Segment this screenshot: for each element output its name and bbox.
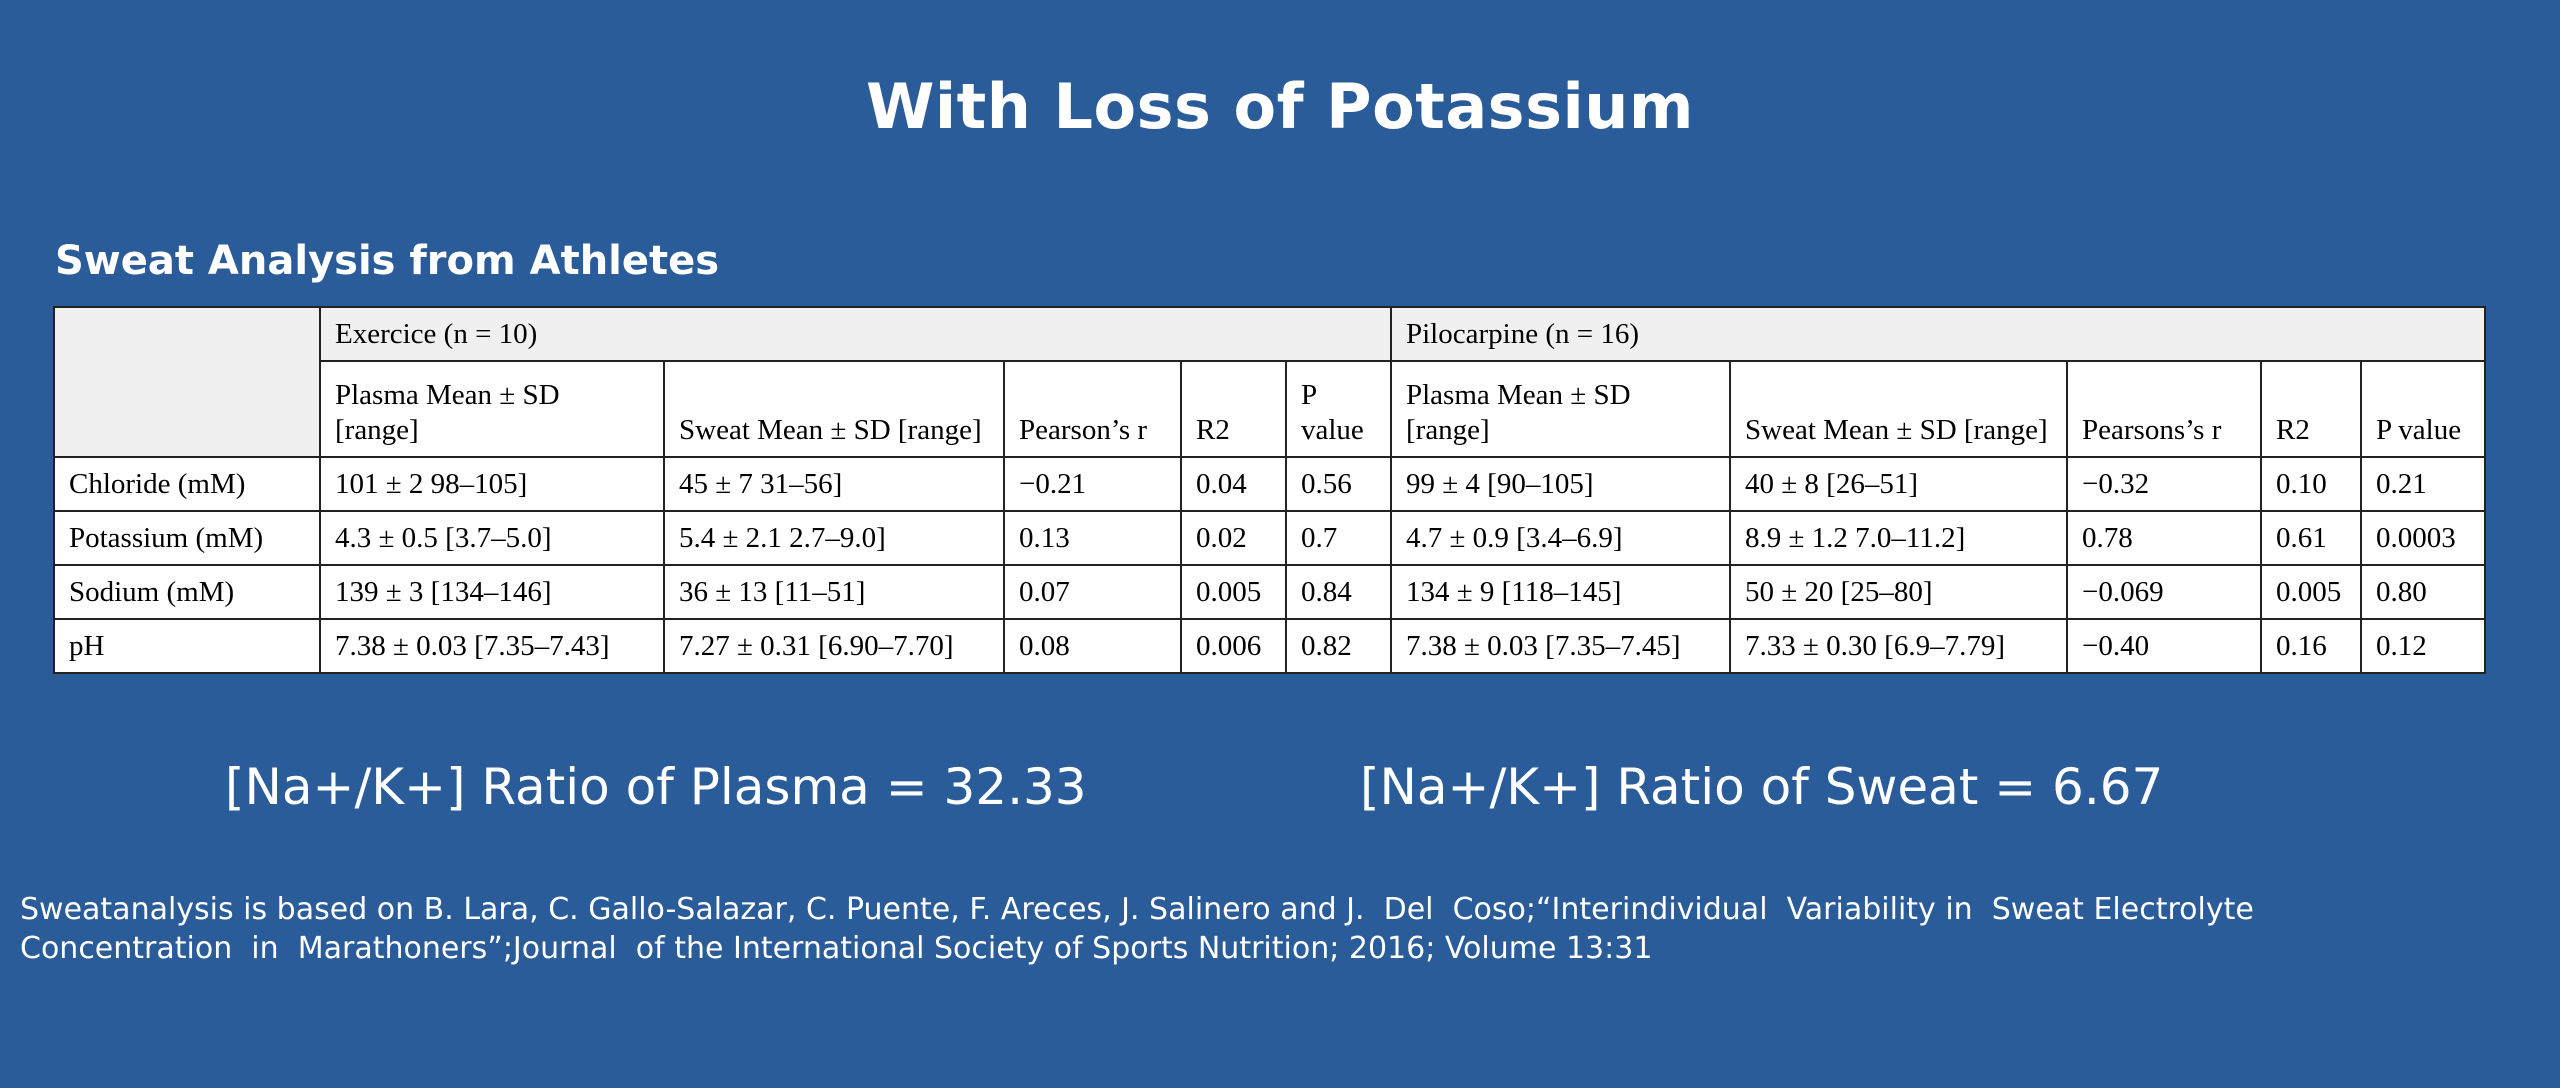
table-cell: 0.07 [1003,564,1182,620]
table-cell: 0.56 [1285,456,1392,512]
table-cell: 139 ± 3 [134–146] [319,564,665,620]
column-header: P value [2359,360,2487,458]
table-cell: 99 ± 4 [90–105] [1390,456,1731,512]
data-table: Exercice (n = 10) Pilocarpine (n = 16) P… [53,306,2487,674]
sweat-ratio-text: [Na+/K+] Ratio of Sweat = 6.67 [1360,758,2164,816]
row-label: Sodium (mM) [53,564,321,620]
table-cell: 101 ± 2 98–105] [319,456,665,512]
column-header: Pearson’s r [1003,360,1182,458]
citation-line-1: Sweatanalysis is based on B. Lara, C. Ga… [20,892,2254,927]
table-cell: 0.04 [1180,456,1287,512]
table-cell: 0.82 [1285,618,1392,674]
table-cell: −0.32 [2066,456,2262,512]
table-row: Potassium (mM) 4.3 ± 0.5 [3.7–5.0] 5.4 ±… [53,510,2487,566]
citation: Sweatanalysis is based on B. Lara, C. Ga… [20,890,2460,968]
table-row: pH 7.38 ± 0.03 [7.35–7.43] 7.27 ± 0.31 [… [53,618,2487,674]
table-cell: 0.16 [2260,618,2362,674]
table-cell: 0.78 [2066,510,2262,566]
table-cell: 7.38 ± 0.03 [7.35–7.43] [319,618,665,674]
table-cell: 7.38 ± 0.03 [7.35–7.45] [1390,618,1731,674]
table-cell: 4.7 ± 0.9 [3.4–6.9] [1390,510,1731,566]
table-cell: 0.21 [2359,456,2487,512]
table-cell: 7.27 ± 0.31 [6.90–7.70] [663,618,1005,674]
table-caption: Sweat Analysis from Athletes [55,238,720,284]
table-cell: −0.069 [2066,564,2262,620]
group-header-exercise: Exercice (n = 10) [319,306,1392,362]
table-column-header-row: Plasma Mean ± SD [range] Sweat Mean ± SD… [54,360,2487,458]
table-cell: 0.10 [2260,456,2362,512]
table-cell: −0.40 [2066,618,2262,674]
row-label: Chloride (mM) [53,456,321,512]
citation-line-2: Concentration in Marathoners”;Journal of… [20,931,1653,966]
row-label: Potassium (mM) [53,510,321,566]
table-cell: 45 ± 7 31–56] [663,456,1005,512]
column-header: Sweat Mean ± SD [range] [1729,360,2068,458]
table-group-header-row: Exercice (n = 10) Pilocarpine (n = 16) [53,306,2487,458]
table-cell: 0.7 [1285,510,1392,566]
column-header: Plasma Mean ± SD [range] [319,360,665,458]
table-cell: 40 ± 8 [26–51] [1729,456,2068,512]
sweat-analysis-table: Exercice (n = 10) Pilocarpine (n = 16) P… [53,306,2487,674]
column-header: P value [1285,360,1392,458]
table-cell: 4.3 ± 0.5 [3.7–5.0] [319,510,665,566]
column-header: Sweat Mean ± SD [range] [663,360,1005,458]
table-cell: 0.80 [2359,564,2487,620]
plasma-ratio-text: [Na+/K+] Ratio of Plasma = 32.33 [225,758,1087,816]
column-header: R2 [1180,360,1287,458]
table-cell: 50 ± 20 [25–80] [1729,564,2068,620]
table-cell: 36 ± 13 [11–51] [663,564,1005,620]
column-header: R2 [2260,360,2362,458]
column-header: Pearsons’s r [2066,360,2262,458]
group-header-pilocarpine: Pilocarpine (n = 16) [1389,306,2487,362]
table-cell: −0.21 [1003,456,1182,512]
table-cell: 0.61 [2260,510,2362,566]
table-cell: 134 ± 9 [118–145] [1390,564,1731,620]
table-cell: 0.84 [1285,564,1392,620]
table-row: Sodium (mM) 139 ± 3 [134–146] 36 ± 13 [1… [53,564,2487,620]
table-cell: 0.12 [2359,618,2487,674]
table-cell: 0.08 [1003,618,1182,674]
table-cell: 0.006 [1180,618,1287,674]
table-cell: 0.005 [2260,564,2362,620]
table-cell: 8.9 ± 1.2 7.0–11.2] [1729,510,2068,566]
table-cell: 7.33 ± 0.30 [6.9–7.79] [1729,618,2068,674]
slide-title: With Loss of Potassium [866,70,1694,143]
table-corner-cell [53,306,321,458]
table-row: Chloride (mM) 101 ± 2 98–105] 45 ± 7 31–… [53,456,2487,512]
table-cell: 0.02 [1180,510,1287,566]
table-cell: 0.005 [1180,564,1287,620]
row-label: pH [53,618,321,674]
column-header: Plasma Mean ± SD [range] [1390,360,1731,458]
table-cell: 0.13 [1003,510,1182,566]
table-cell: 5.4 ± 2.1 2.7–9.0] [663,510,1005,566]
table-cell: 0.0003 [2359,510,2487,566]
